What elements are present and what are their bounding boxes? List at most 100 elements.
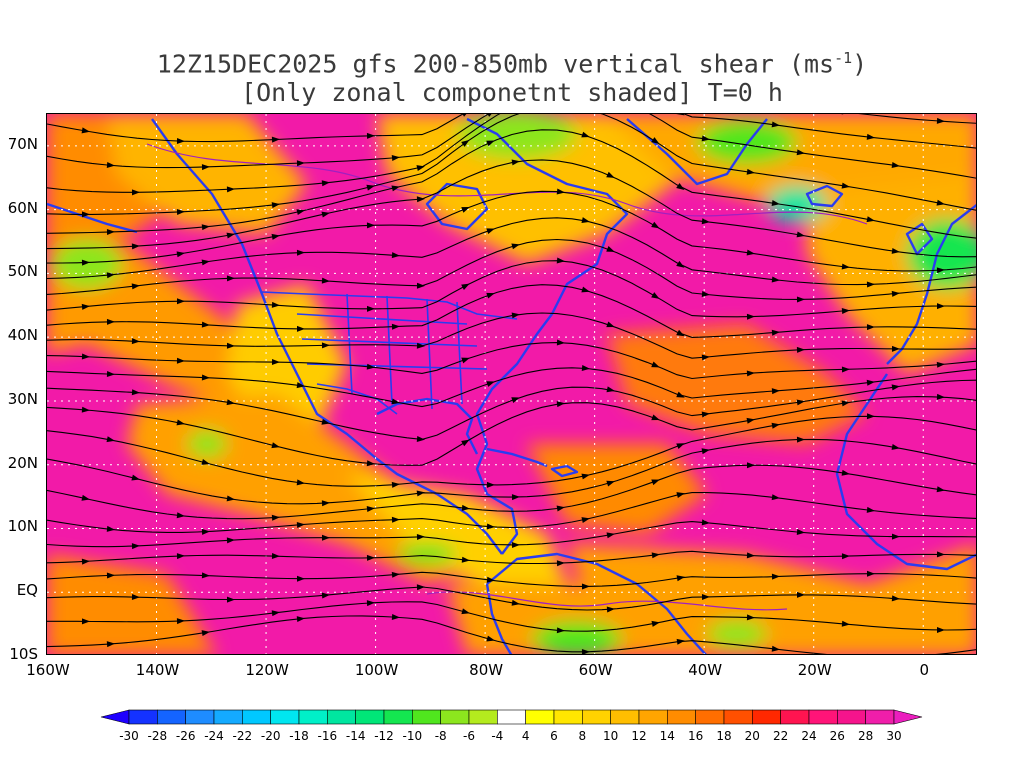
lat-label: EQ (16, 581, 38, 600)
colorbar-box (582, 709, 611, 725)
lat-label: 70N (7, 134, 38, 153)
colorbar-tick-label: 16 (688, 729, 703, 743)
lat-label: 40N (7, 326, 38, 345)
streamline (47, 114, 976, 193)
streamline-arrow (771, 388, 780, 395)
streamline-arrow (581, 286, 590, 293)
shear-band-caribbean (527, 444, 707, 534)
colorbar-box (355, 709, 385, 725)
streamline-arrow (581, 131, 590, 138)
streamline-arrow (271, 233, 280, 240)
colorbar-min-triangle (100, 709, 130, 725)
colorbar-tick-label: -10 (402, 729, 422, 743)
streamline (47, 159, 976, 258)
colorbar-box (525, 709, 555, 725)
colorbar-tick-label: 22 (773, 729, 788, 743)
streamline-arrow (651, 620, 660, 627)
streamline-arrow (866, 281, 875, 288)
lon-label: 100W (354, 661, 399, 679)
weak-shear-patch-panama (397, 544, 457, 564)
weak-shear-patch-arctic-1 (457, 114, 577, 159)
streamline-arrow (321, 418, 330, 425)
streamline-arrow (131, 338, 140, 345)
streamline-arrow (226, 596, 235, 603)
streamline-arrow (271, 301, 280, 308)
colorbar-tick-label: 8 (578, 729, 586, 743)
streamline-arrow (271, 202, 280, 209)
streamline (47, 615, 976, 654)
streamline-arrow (841, 553, 850, 560)
colorbar-tick-label: -20 (261, 729, 281, 743)
streamline-arrow (201, 572, 210, 579)
streamline-arrow (746, 249, 755, 256)
streamline-arrow (556, 257, 565, 264)
streamline-arrow (321, 534, 330, 541)
streamline-arrow (176, 618, 185, 625)
streamline-arrow (416, 584, 425, 591)
streamline (47, 312, 976, 359)
streamline-arrow (746, 168, 755, 175)
streamline-arrow (511, 397, 520, 403)
colorbar-tick-label: 26 (830, 729, 845, 743)
streamline-arrow (461, 139, 470, 147)
lat-label: 60N (7, 198, 38, 217)
streamline-arrow (676, 260, 685, 268)
streamline (47, 342, 976, 380)
streamline-arrow (891, 595, 900, 602)
weak-shear-patch-gulf-alaska (52, 239, 122, 289)
streamline-arrow (511, 599, 520, 606)
streamline-arrow (461, 357, 470, 364)
weak-shear-patch-east-pacific (187, 430, 227, 458)
lat-label: 30N (7, 389, 38, 408)
streamline-arrow (131, 474, 140, 481)
streamline-arrow (366, 184, 375, 191)
streamline-arrow (81, 618, 90, 625)
shear-band-southwest (47, 554, 216, 654)
streamline-arrow (486, 523, 495, 530)
streamline-arrow (321, 342, 330, 349)
streamline (47, 379, 976, 440)
lon-label: 160W (26, 661, 70, 679)
coastlines (47, 117, 976, 654)
streamline-arrow (606, 321, 615, 328)
lon-label: 120W (245, 661, 289, 679)
streamline-arrow (606, 532, 615, 539)
streamline-arrow (296, 325, 305, 332)
colorbar-box (270, 709, 300, 725)
colorbar-box (780, 709, 810, 725)
streamline-arrow (606, 246, 615, 252)
streamline-arrow (176, 251, 185, 258)
streamline-arrow (746, 417, 755, 424)
streamline-arrow (556, 401, 565, 408)
streamline-arrow (461, 439, 470, 447)
coastline-aleutians (47, 202, 138, 234)
streamline-arrow (511, 541, 520, 548)
streamline-arrow (746, 462, 755, 469)
coastline-north-america-east (466, 117, 629, 555)
colorbar-box (553, 709, 583, 725)
streamline-arrow (891, 290, 900, 297)
streamline-arrow (866, 216, 875, 223)
streamlines (47, 114, 976, 654)
colorbar: -30 -28 -26 -24 -22 -20 -18 -16 -14 -12 -10 -8 -6 -4 4… (100, 709, 923, 743)
streamline-arrow (81, 353, 90, 360)
coastline-cuba (486, 447, 548, 468)
streamline-arrow (891, 443, 900, 450)
streamline-arrow (841, 182, 850, 189)
streamline-arrow (201, 630, 210, 637)
lat-label: 10S (9, 645, 38, 663)
contour-south (426, 591, 788, 611)
streamline-arrow (866, 413, 875, 420)
colorbar-box (497, 709, 526, 725)
streamline-arrow (511, 494, 520, 501)
streamline-arrow (106, 272, 115, 279)
streamline (47, 464, 976, 520)
streamline-arrow (321, 500, 330, 507)
streamline-arrow (391, 571, 400, 578)
coastline-greenland (626, 118, 768, 186)
colorbar-labels: -30 -28 -26 -24 -22 -20 -18 -16 -14 -12 -10 -8 -6 -4 4… (119, 729, 901, 743)
streamline-arrow (271, 514, 280, 521)
streamline-arrow (701, 291, 710, 298)
streamline-arrow (891, 162, 900, 168)
streamline-arrow (936, 361, 945, 368)
